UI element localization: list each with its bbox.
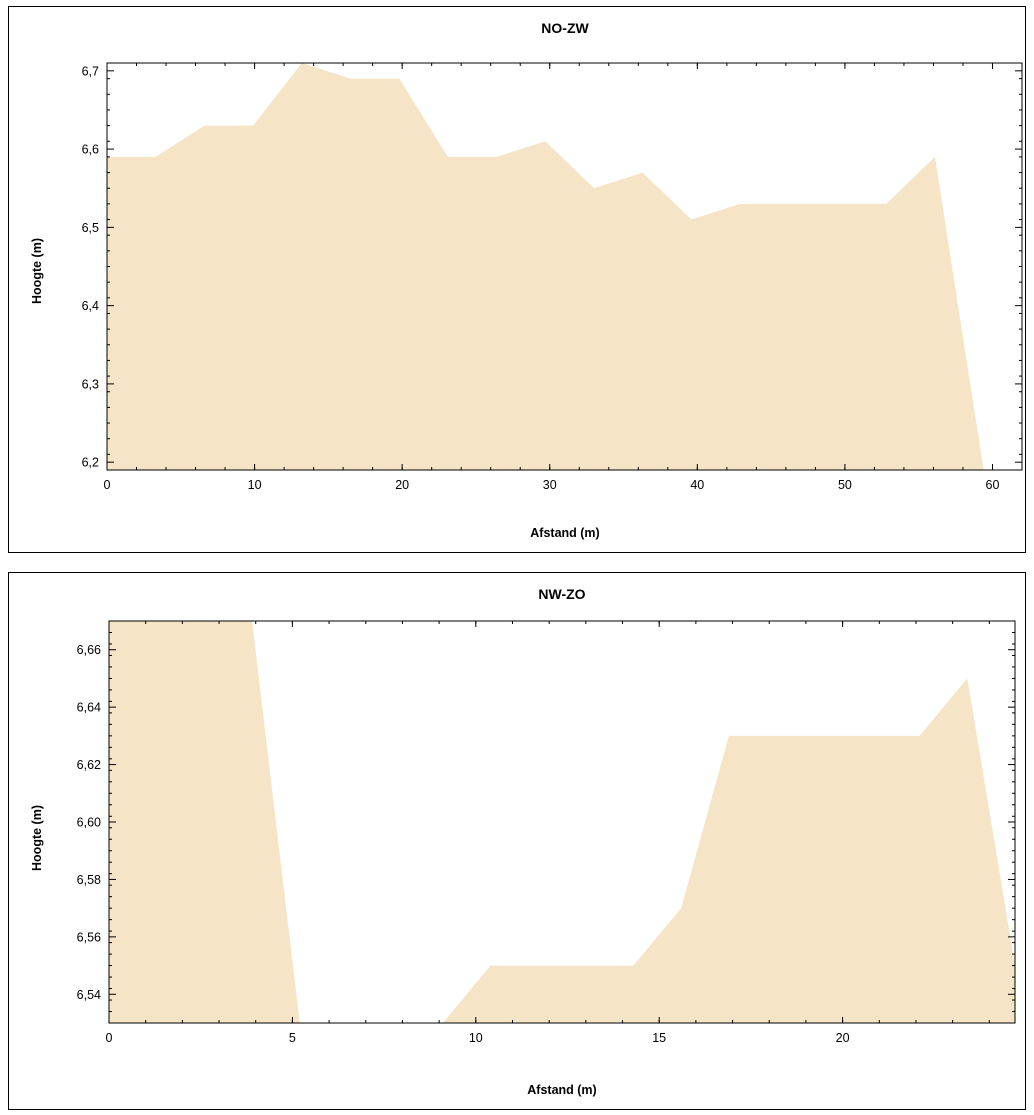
y-tick-label: 6,7	[82, 64, 99, 78]
area-series	[107, 63, 984, 470]
x-tick-label: 0	[106, 1031, 113, 1045]
x-axis-label: Afstand (m)	[530, 526, 599, 540]
y-tick-label: 6,60	[77, 816, 101, 830]
x-tick-label: 50	[838, 478, 852, 492]
x-tick-label: 60	[986, 478, 1000, 492]
x-axis-label: Afstand (m)	[527, 1083, 596, 1097]
y-tick-label: 6,2	[82, 456, 99, 470]
ticks-layer: 0 5 10 15 20 6,54 6,56 6,58 6,60 6,62 6,64 6,66	[77, 620, 1015, 1045]
x-tick-label: 20	[395, 478, 409, 492]
y-tick-label: 6,62	[77, 758, 101, 772]
ticks-layer: 0 10 20 30 40 50 60 6,2 6,3 6,4 6,5 6,6 6,7	[82, 62, 1023, 492]
chart-panel-no-zw: NO-ZW 0 10 20 30 40 50 60 6,2 6,3 6,4 6,5 6,6 6,7 Af…	[8, 6, 1026, 553]
y-tick-label: 6,5	[82, 221, 99, 235]
y-axis-label: Hoogte (m)	[30, 805, 44, 871]
x-tick-label: 15	[652, 1031, 666, 1045]
x-tick-label: 20	[836, 1031, 850, 1045]
area-layer	[109, 621, 1015, 1023]
chart-no-zw: NO-ZW 0 10 20 30 40 50 60 6,2 6,3 6,4 6,5 6,6 6,7 Af…	[30, 20, 1023, 540]
x-tick-label: 0	[104, 478, 111, 492]
y-tick-label: 6,6	[82, 143, 99, 157]
y-tick-label: 6,58	[77, 873, 101, 887]
x-tick-label: 40	[690, 478, 704, 492]
y-tick-label: 6,66	[77, 643, 101, 657]
chart-title: NW-ZO	[538, 586, 585, 602]
area-series	[109, 621, 1015, 1023]
y-tick-label: 6,3	[82, 377, 99, 391]
y-axis-label: Hoogte (m)	[30, 238, 44, 304]
y-tick-label: 6,64	[77, 701, 101, 715]
x-tick-label: 5	[289, 1031, 296, 1045]
x-tick-label: 10	[248, 478, 262, 492]
area-layer	[107, 63, 984, 470]
x-tick-label: 30	[543, 478, 557, 492]
chart-nw-zo: NW-ZO 0 5 10 15 20 6,54 6,56 6,58 6,60 6,62 6,64 6,…	[30, 586, 1016, 1097]
chart-panel-nw-zo: NW-ZO 0 5 10 15 20 6,54 6,56 6,58 6,60 6,62 6,64 6,…	[8, 572, 1026, 1110]
x-tick-label: 10	[469, 1031, 483, 1045]
chart-title: NO-ZW	[541, 20, 589, 36]
y-tick-label: 6,4	[82, 299, 99, 313]
y-tick-label: 6,56	[77, 930, 101, 944]
y-tick-label: 6,54	[77, 988, 101, 1002]
